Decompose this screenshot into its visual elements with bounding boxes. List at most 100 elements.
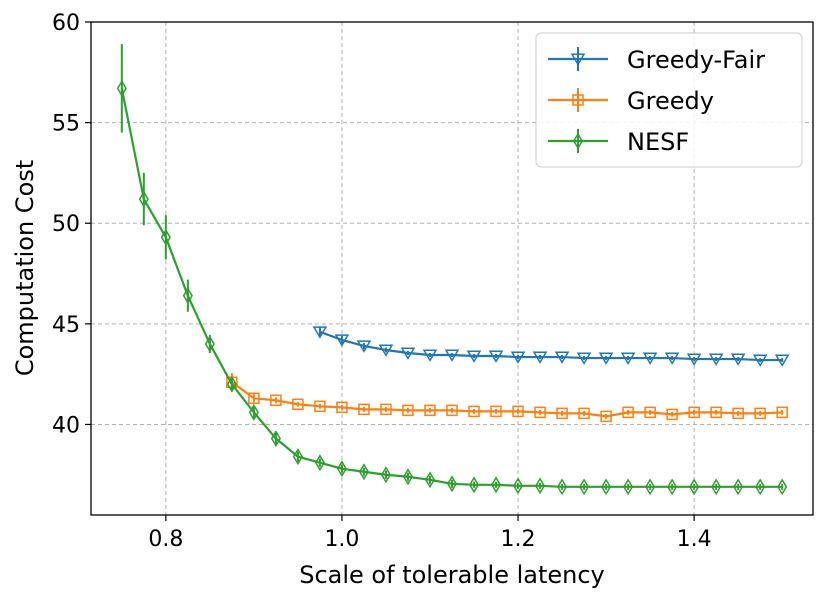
data-point [556,407,568,420]
data-point [424,404,436,417]
data-point [755,478,766,496]
data-point [314,400,326,413]
data-point [336,460,348,478]
data-point [466,350,482,363]
data-point [708,353,724,366]
series-line [120,88,783,488]
axis-ticks: 0.8 1.0 1.2 1.4 40 45 50 55 60 [52,11,712,552]
x-tick-label: 1.0 [324,527,359,552]
legend-entries: Greedy-Fair Greedy NESF [548,46,765,156]
data-point [116,79,127,97]
data-point [711,478,722,496]
data-point [598,352,614,365]
data-point [402,404,414,417]
data-point [620,352,636,365]
series-layer [116,44,790,496]
y-tick-label: 50 [52,212,80,237]
data-point [578,478,590,496]
legend-marker [570,53,586,66]
data-point [578,407,590,420]
data-point [490,476,502,494]
y-tick-label: 45 [52,313,80,338]
x-tick-label: 1.4 [677,527,712,552]
data-point [777,478,788,496]
data-point [292,448,303,466]
data-point [446,475,458,493]
data-point [380,403,392,416]
data-point [182,287,193,305]
y-tick-label: 40 [52,413,80,438]
data-point [776,406,788,419]
legend-entry-nesf: NESF [548,128,689,156]
data-point [356,340,372,353]
data-point [688,406,700,419]
x-tick-label: 0.8 [148,527,183,552]
series-line [319,330,783,362]
data-point [664,352,680,365]
data-point [292,398,304,411]
data-point [622,406,634,419]
legend-label: Greedy [627,87,714,115]
data-point [444,349,460,362]
data-point [446,404,458,417]
legend-marker [572,94,584,106]
data-point [490,405,502,418]
legend-box [535,32,803,168]
data-point [601,478,612,496]
data-point [600,410,612,423]
data-point [667,478,678,496]
x-tick-label: 1.2 [501,527,536,552]
data-point [554,351,570,364]
series-greedy [226,373,788,423]
data-point [378,344,394,357]
data-point [204,335,215,353]
legend-label: Greedy-Fair [627,46,765,74]
data-point [686,353,702,366]
legend-marker [572,132,584,150]
data-point [402,468,414,486]
data-point [226,375,237,393]
data-point [336,401,348,414]
legend-entry-greedy-fair: Greedy-Fair [548,46,765,74]
data-point [689,478,700,496]
series-line [231,381,783,418]
data-point [358,463,370,481]
data-point [138,190,149,208]
y-tick-label: 55 [52,112,80,137]
data-point [532,351,548,364]
plot-frame [90,21,814,516]
data-point [644,406,656,419]
data-point [754,407,766,420]
legend-label: NESF [627,128,689,156]
data-point [422,349,438,362]
data-point [512,477,524,495]
data-point [334,334,350,347]
data-point [642,352,658,365]
data-point [623,478,634,496]
y-axis-label: Computation Cost [11,160,39,376]
data-point [576,352,592,365]
data-point [666,408,678,421]
data-point [645,478,656,496]
data-point [534,477,546,495]
data-point [774,354,790,367]
data-point [556,478,568,496]
data-point [400,347,416,360]
data-point [512,405,524,418]
y-tick-label: 60 [52,11,80,36]
data-point [358,403,370,416]
data-point [730,353,746,366]
series-nesf [116,44,788,496]
data-point [733,478,744,496]
data-point [248,392,260,405]
series-greedy-fair [312,326,790,367]
legend-entry-greedy: Greedy [548,87,714,115]
data-point [468,405,480,418]
data-point [732,407,744,420]
data-point [314,454,326,472]
data-point [710,406,722,419]
data-point [312,326,328,339]
data-point [510,351,526,364]
data-point [534,406,546,419]
